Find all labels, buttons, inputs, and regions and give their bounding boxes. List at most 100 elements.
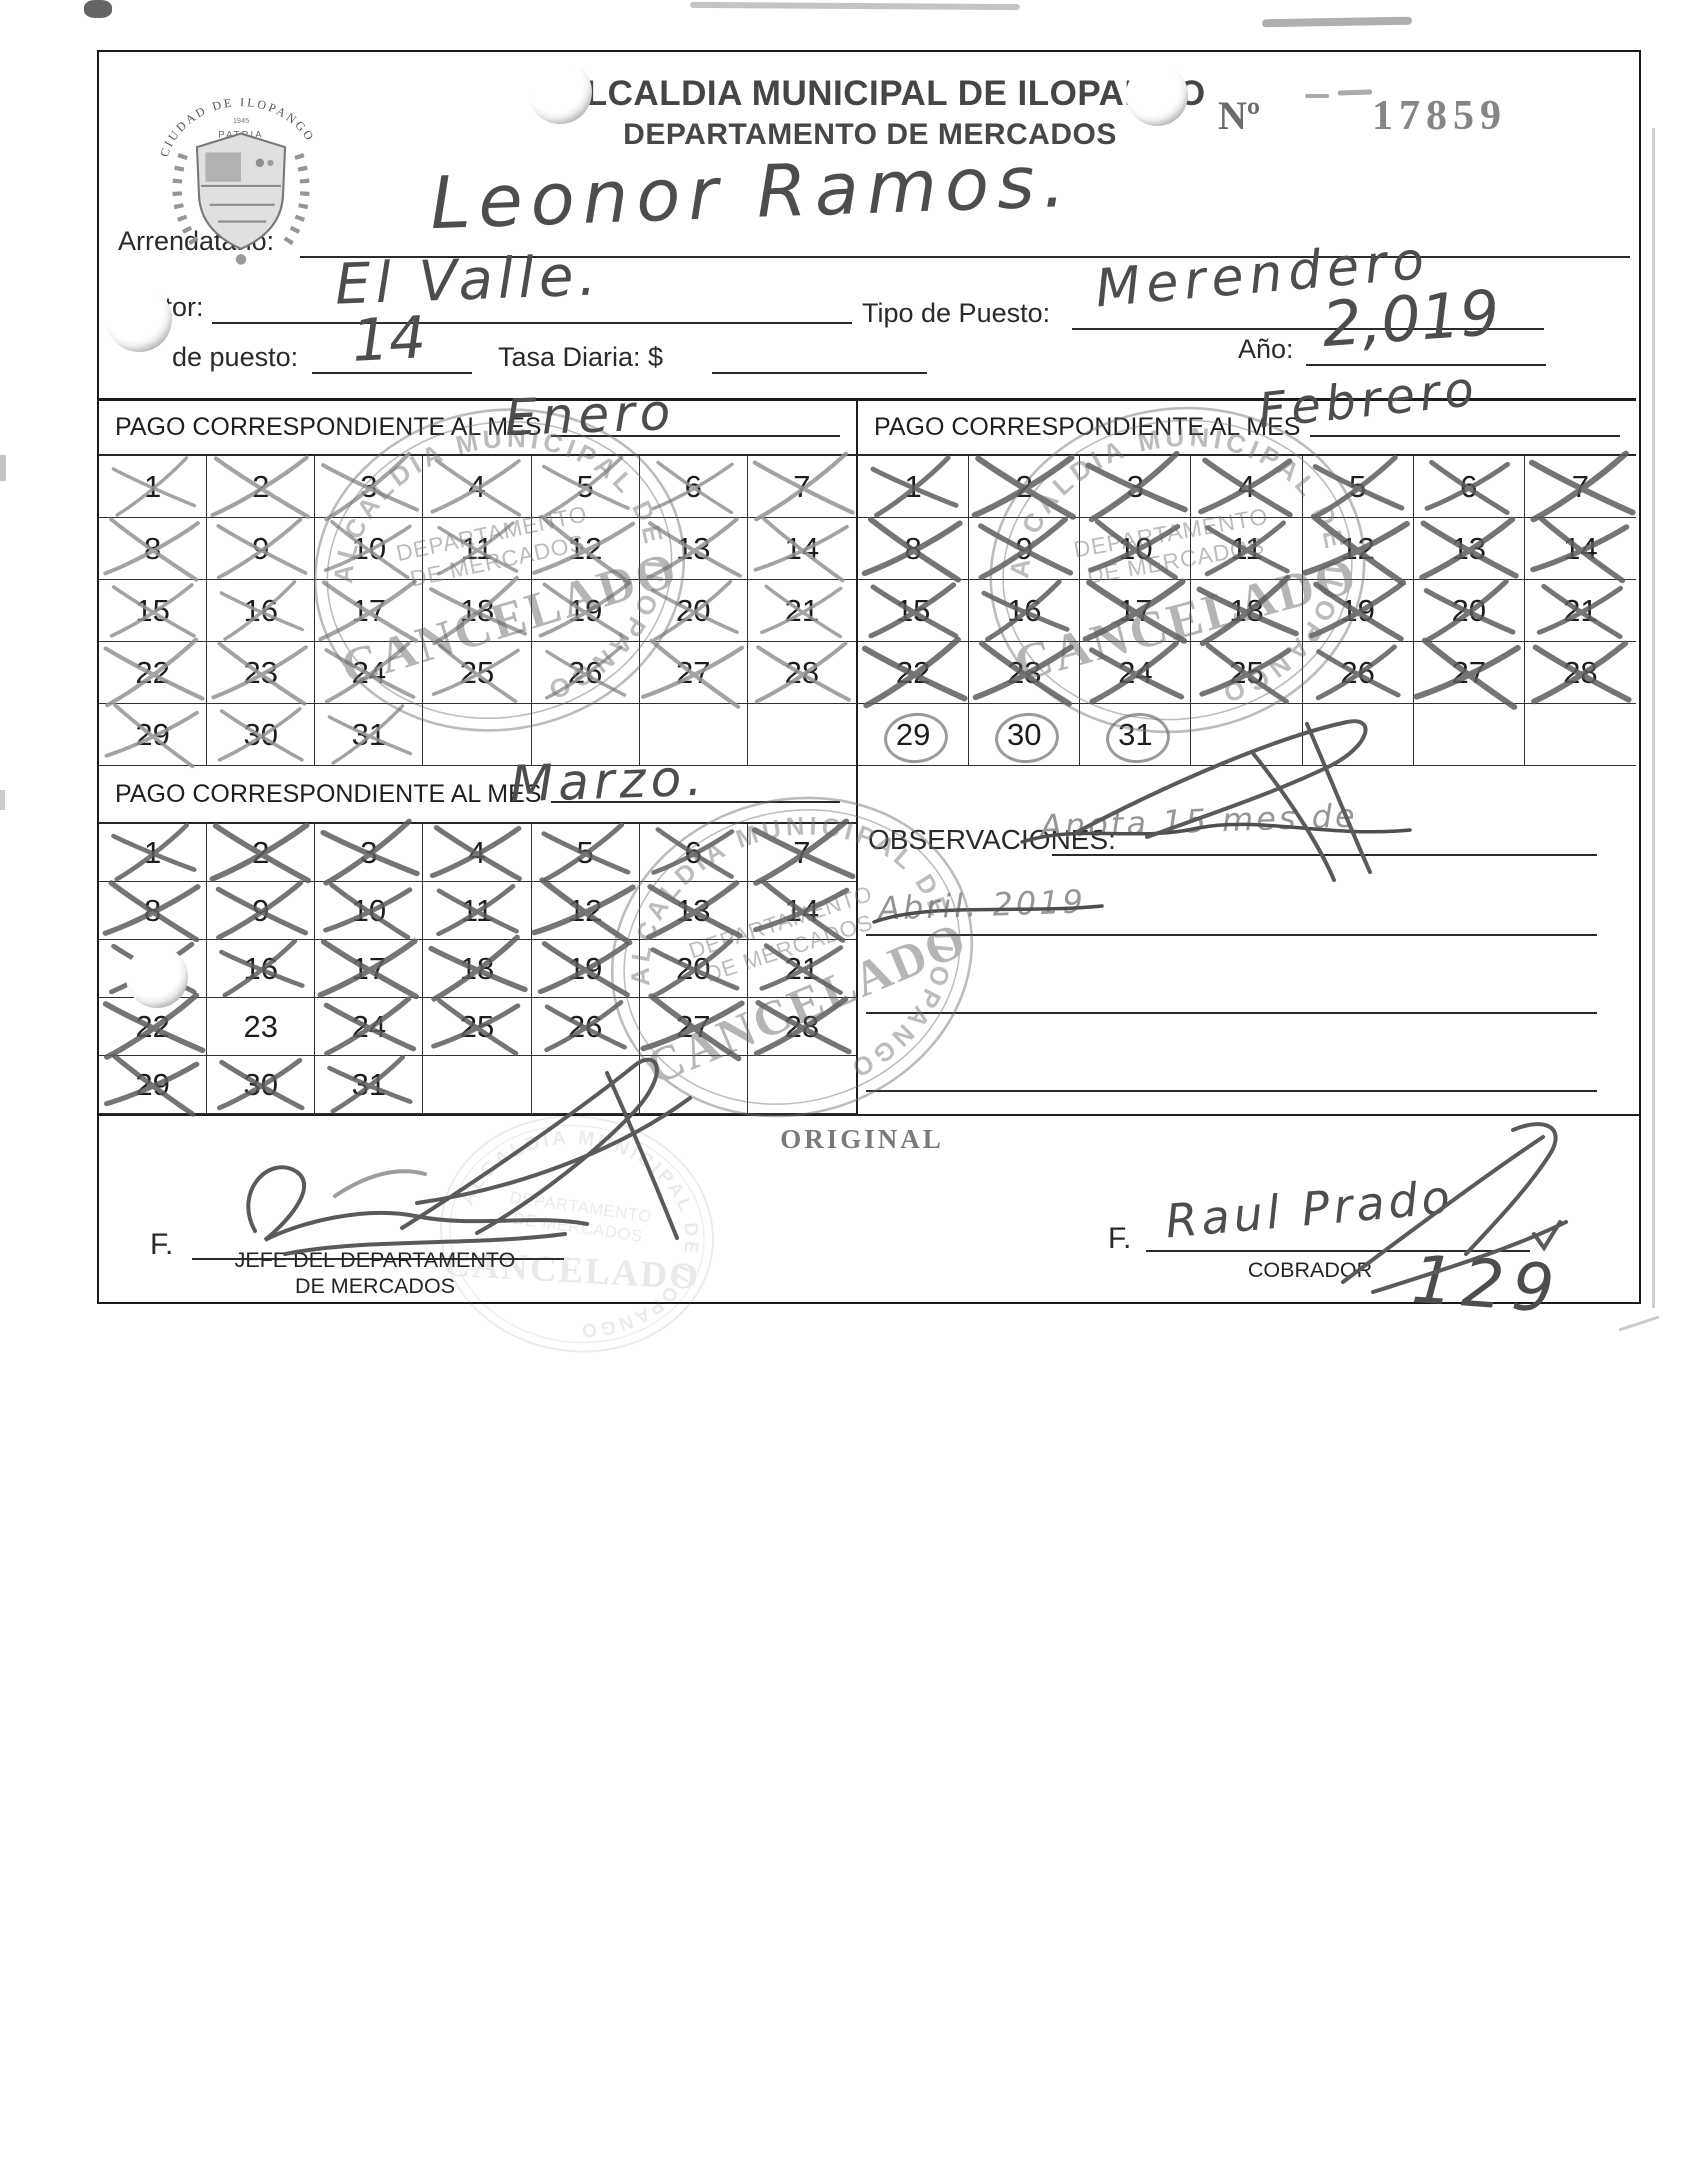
x-mark: [1302, 513, 1411, 587]
x-mark: [1536, 584, 1623, 640]
x-mark: [323, 520, 412, 580]
day-cell: 14: [747, 880, 856, 944]
numero-puesto-label: de puesto:: [172, 342, 299, 372]
x-mark: [1196, 574, 1299, 647]
tasa-diaria-label: Tasa Diaria: $: [498, 342, 664, 372]
day-cell: 4: [423, 824, 532, 882]
marzo-header: PAGO CORRESPONDIENTE AL MES: [99, 766, 856, 824]
tasa-diaria-line: [712, 372, 927, 374]
day-cell: 18: [423, 575, 532, 646]
day-number: 9: [252, 530, 270, 566]
x-mark: [1309, 581, 1405, 642]
day-cell: 12: [1302, 513, 1414, 587]
day-cell: 28: [1524, 640, 1636, 705]
x-mark: [1419, 516, 1520, 581]
x-mark: [1530, 640, 1632, 705]
day-number: 29: [895, 716, 931, 752]
cobrador-signature: [1341, 1122, 1568, 1294]
day-cell: 22: [99, 993, 208, 1061]
day-cell: 25: [1191, 642, 1303, 705]
tipo-puesto-line: [1072, 328, 1544, 330]
x-mark: [531, 877, 637, 946]
hole-punch: [1126, 64, 1188, 126]
x-mark: [651, 460, 734, 515]
day-cell: 23: [969, 640, 1081, 707]
x-mark: [1089, 640, 1185, 705]
x-mark: [1529, 516, 1629, 584]
day-cell: 3: [1080, 450, 1192, 523]
day-cell: 9: [207, 517, 316, 580]
observaciones-label: OBSERVACIONES:: [868, 824, 1116, 855]
day-cell: 10: [315, 882, 424, 941]
day-cell: 13: [639, 880, 748, 941]
x-mark: [1425, 460, 1511, 516]
seal-small-text: 1945: [233, 116, 249, 125]
x-mark: [977, 516, 1073, 581]
day-cell: [1302, 704, 1414, 766]
day-number: 30: [1006, 716, 1042, 752]
x-mark: [437, 521, 519, 576]
seal-laurel-right: [279, 152, 310, 252]
observaciones-line-4: [866, 1090, 1597, 1092]
original-stamp-text: ORIGINAL: [780, 1124, 944, 1154]
day-cell: [747, 704, 856, 766]
day-cell: 14: [747, 517, 856, 583]
numero-puesto-value: 14: [350, 303, 428, 375]
day-cell: [531, 1056, 640, 1114]
day-cell: 27: [1413, 637, 1525, 711]
seal-shield: [195, 132, 287, 251]
day-cell: [747, 1056, 856, 1114]
observaciones-line-3: [866, 1012, 1597, 1014]
day-cell: 23: [207, 641, 316, 706]
x-mark: [971, 454, 1076, 520]
day-cell: 6: [639, 456, 748, 518]
cancelado-stamp-enero: ALCALDIA MUNICIPAL DE ILOPANGO DEPARTAME…: [303, 391, 698, 747]
day-cell: 24: [315, 996, 424, 1057]
day-number: 4: [468, 468, 486, 504]
pago-header-label: PAGO CORRESPONDIENTE AL MES: [115, 413, 542, 441]
observaciones-box: [856, 766, 1636, 1114]
x-mark: [1204, 520, 1290, 577]
day-cell: 18: [423, 935, 532, 1003]
enero-header: PAGO CORRESPONDIENTE AL MES: [99, 398, 856, 456]
x-mark: [320, 819, 420, 887]
x-mark: [1424, 579, 1516, 643]
day-number: 2: [252, 468, 270, 504]
x-mark: [870, 455, 959, 518]
x-mark: [640, 638, 744, 710]
day-cell: [531, 704, 640, 766]
footer-divider: [99, 1114, 1639, 1116]
day-cell: 8: [99, 517, 208, 582]
day-cell: 13: [639, 517, 748, 580]
sector-line: [212, 322, 852, 324]
day-cell: [639, 1056, 748, 1114]
strike-mark: [872, 904, 1104, 924]
day-cell: 21: [1524, 580, 1636, 642]
day-cell: 25: [423, 998, 532, 1057]
scan-edge-tick: [0, 455, 6, 481]
cancelado-stamp-febrero: ALCALDIA MUNICIPAL DE ILOPANGO DEPARTAME…: [983, 395, 1374, 744]
x-mark: [1528, 450, 1636, 523]
day-cell: 31: [315, 1055, 424, 1114]
x-mark: [428, 935, 528, 1003]
x-mark: [219, 939, 305, 998]
day-cell: 8: [858, 516, 970, 583]
scan-edge-tick: [0, 790, 5, 810]
day-cell: 19: [1302, 580, 1414, 642]
x-mark: [545, 645, 627, 700]
day-cell: 27: [639, 993, 748, 1062]
day-cell: 7: [1524, 450, 1636, 523]
numero-puesto-line: [312, 372, 472, 374]
x-mark: [431, 644, 520, 704]
scan-smudge-top-right: [1261, 16, 1413, 28]
x-mark: [430, 458, 522, 517]
day-cell: 15: [99, 580, 208, 642]
anio-value: 2,019: [1319, 275, 1502, 362]
hole-punch: [106, 286, 172, 352]
day-cell: 5: [531, 455, 640, 518]
day-cell: [423, 704, 532, 766]
x-mark: [753, 517, 849, 583]
day-cell: 9: [207, 880, 316, 941]
x-mark: [1088, 519, 1181, 581]
x-mark: [538, 941, 631, 998]
